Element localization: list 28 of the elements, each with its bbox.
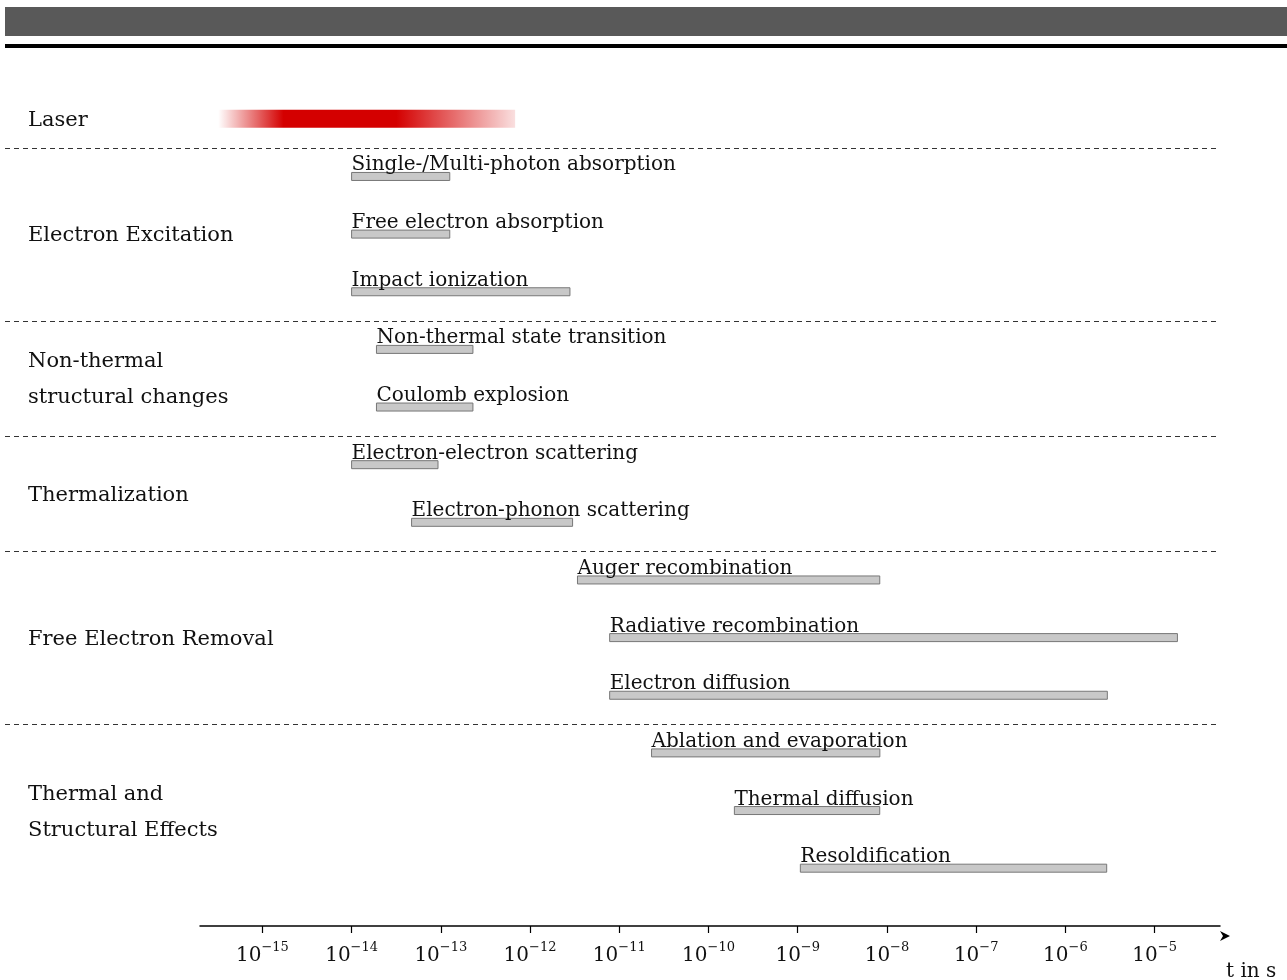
text: Laser bbox=[28, 106, 89, 131]
x-axis-title: t in s bbox=[1226, 958, 1277, 980]
bar bbox=[609, 633, 1178, 643]
y-tick-label: Free electron absorption bbox=[351, 209, 605, 234]
bar bbox=[351, 460, 439, 470]
y-tick-label: Ablation and evaporation bbox=[650, 727, 908, 752]
y-tick-label: Single-/Multi-photon absorption bbox=[351, 151, 676, 176]
y-tick-label: Coulomb explosion bbox=[376, 382, 570, 407]
y-tick-label: Auger recombination bbox=[576, 554, 793, 579]
y-tick-label: Electron diffusion bbox=[609, 670, 791, 695]
bar bbox=[351, 229, 451, 239]
y-tick-label: Electron-electron scattering bbox=[351, 439, 639, 464]
bar bbox=[609, 690, 1108, 700]
y-tick-label: Electron-phonon scattering bbox=[411, 497, 690, 522]
bar bbox=[733, 806, 881, 816]
y-tick-label: Radiative recombination bbox=[609, 612, 860, 637]
y-tick-label: Non-thermal state transition bbox=[376, 324, 667, 349]
y-tick-label: Impact ionization bbox=[351, 266, 529, 291]
bar bbox=[799, 863, 1108, 873]
bar bbox=[375, 402, 474, 412]
y-tick-label: Resoldification bbox=[800, 843, 952, 868]
y-tick-label: Thermal diffusion bbox=[734, 785, 914, 810]
annotation: Free Electron Removal bbox=[28, 625, 274, 650]
annotation: Non-thermal structural changes bbox=[28, 348, 229, 409]
text: Thermalization bbox=[28, 481, 189, 506]
bar bbox=[375, 344, 474, 354]
annotation: Thermal and Structural Effects bbox=[28, 780, 218, 841]
annotation: Electron Excitation bbox=[28, 222, 234, 247]
